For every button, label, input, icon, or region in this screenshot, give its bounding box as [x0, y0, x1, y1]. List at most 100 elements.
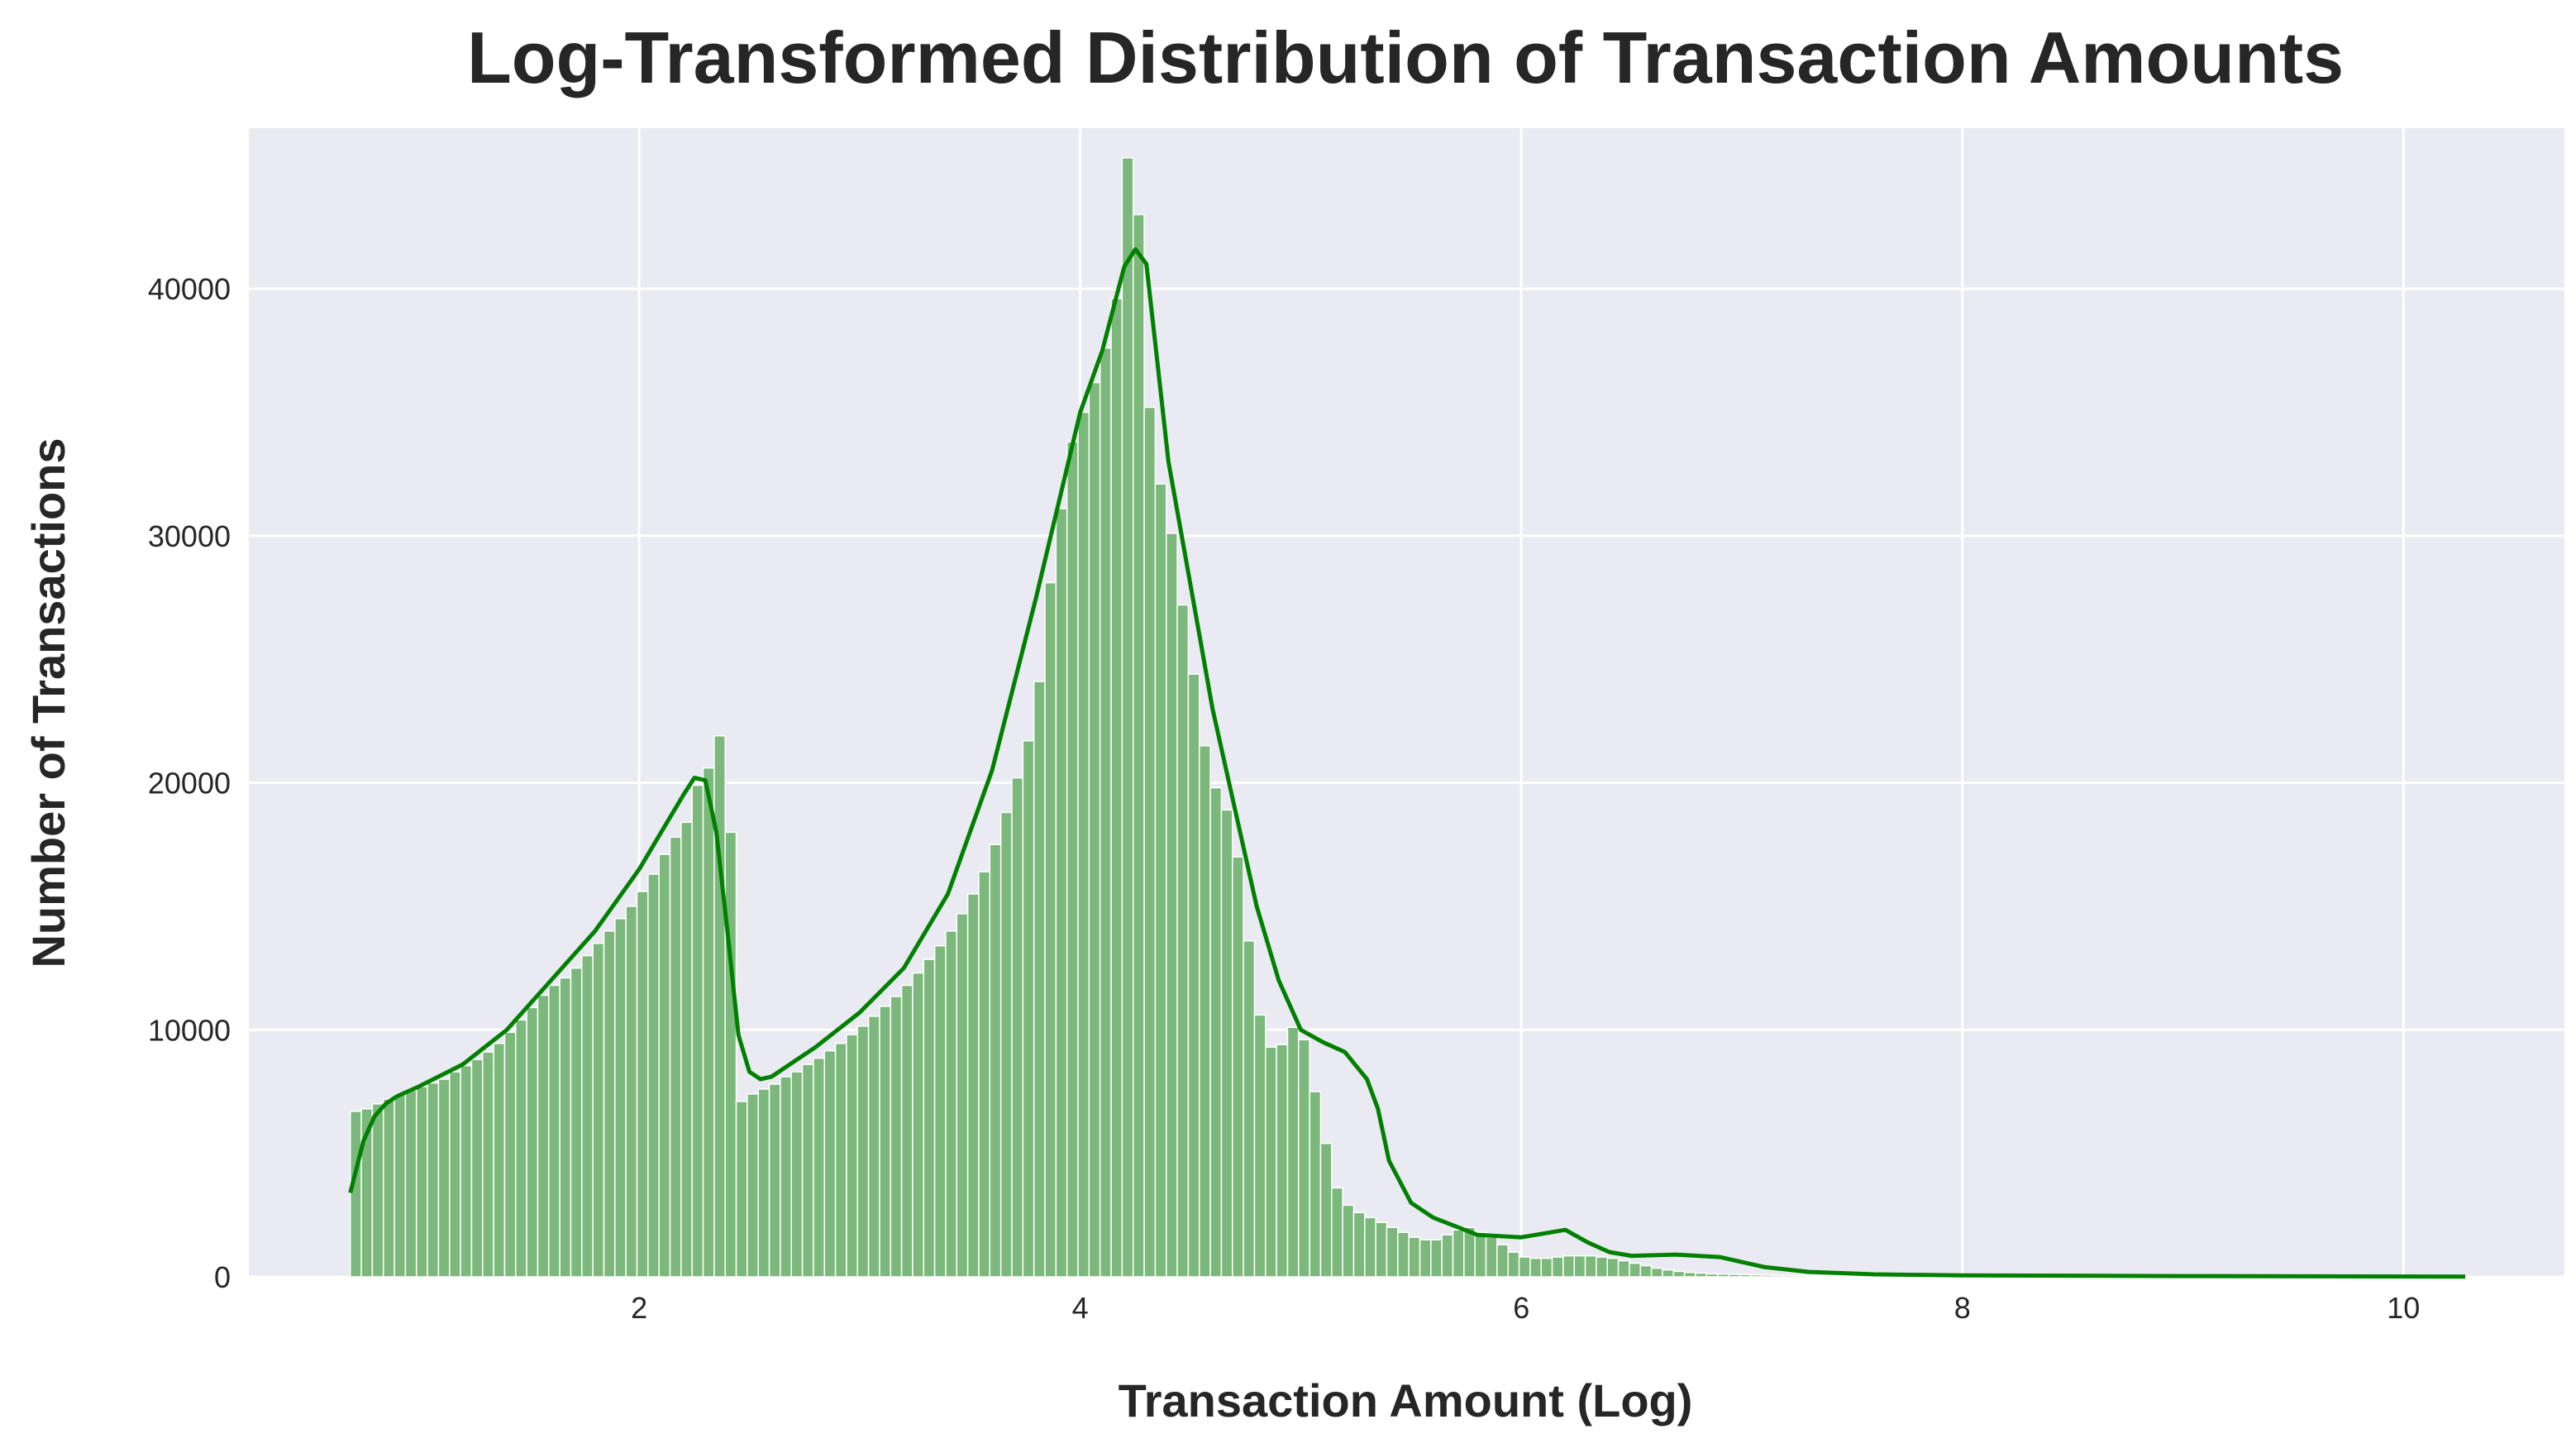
histogram-bar [526, 1006, 539, 1278]
histogram-bar [1739, 1274, 1752, 1278]
histogram-bar [470, 1059, 484, 1278]
histogram-bar [1606, 1257, 1620, 1278]
histogram-bar [493, 1042, 506, 1278]
histogram-bar [933, 944, 947, 1278]
histogram-bar [658, 853, 671, 1278]
histogram-bar [1562, 1254, 1575, 1278]
histogram-bar [1066, 441, 1079, 1278]
histogram-bar [349, 1111, 362, 1278]
histogram-bar [371, 1103, 384, 1278]
histogram-bar [1397, 1231, 1410, 1278]
y-tick-label: 40000 [148, 272, 231, 306]
histogram-bar [1198, 745, 1211, 1278]
histogram-bar [912, 972, 925, 1278]
x-tick-label: 10 [2387, 1291, 2420, 1325]
histogram-bar [603, 930, 616, 1278]
histogram-bar [1705, 1273, 1719, 1278]
histogram-bar [1716, 1273, 1729, 1278]
histogram-bar [1342, 1204, 1355, 1278]
histogram-bar [1121, 157, 1134, 1278]
histogram-bar [1805, 1274, 1818, 1278]
histogram-bar [1452, 1229, 1465, 1278]
histogram-bar [1176, 604, 1190, 1278]
histogram-bar [1695, 1272, 1708, 1278]
histogram-bar [625, 906, 638, 1278]
histogram-bar [1573, 1254, 1586, 1278]
histogram-bar [1650, 1267, 1663, 1278]
histogram-bar [724, 831, 737, 1278]
histogram-bar [846, 1034, 859, 1278]
y-tick-label: 0 [214, 1260, 231, 1294]
histogram-bar [1276, 1044, 1289, 1278]
histogram-bar [879, 1006, 892, 1278]
histogram-bar [503, 1031, 517, 1278]
histogram-bar [834, 1042, 847, 1278]
histogram-bar [1253, 1014, 1267, 1278]
histogram-bar [956, 913, 969, 1278]
histogram-bar [1364, 1216, 1376, 1278]
histogram-bar [1165, 533, 1178, 1278]
histogram-bar [1408, 1236, 1421, 1278]
histogram-bar [636, 891, 649, 1278]
histogram-bar [1782, 1274, 1796, 1278]
histogram-bar [1352, 1211, 1366, 1278]
histogram-bar [1849, 1275, 1862, 1278]
histogram-bar [449, 1071, 461, 1278]
histogram-bar [1319, 1142, 1333, 1278]
histogram-bar [570, 967, 583, 1278]
histogram-bar [1110, 298, 1123, 1278]
histogram-bar [1815, 1274, 1829, 1278]
histogram-bar [1232, 856, 1244, 1278]
histogram-bar [1827, 1275, 1840, 1278]
histogram-bar [1309, 1091, 1322, 1278]
histogram-bar [415, 1086, 428, 1278]
histogram-bar [757, 1088, 770, 1278]
histogram-bar [945, 930, 958, 1278]
x-tick-label: 8 [1954, 1291, 1971, 1325]
histogram-bar [1099, 347, 1112, 1278]
histogram-bar [1022, 740, 1035, 1278]
histogram-bar [780, 1076, 792, 1278]
histogram-bar [691, 784, 704, 1278]
y-tick-label: 30000 [148, 519, 231, 553]
histogram-bar [1617, 1259, 1630, 1278]
histogram-bar [1044, 581, 1057, 1278]
histogram-bar [966, 893, 980, 1278]
histogram-bar [1672, 1270, 1686, 1278]
histogram-bar [978, 871, 991, 1278]
histogram-bar [548, 984, 561, 1278]
histogram-bar [559, 977, 572, 1278]
histogram-bar [669, 836, 682, 1278]
histogram-bar [581, 954, 594, 1278]
chart-title: Log-Transformed Distribution of Transact… [467, 17, 2344, 98]
histogram-bar [735, 1101, 748, 1278]
histogram-bar [1265, 1046, 1277, 1278]
histogram-bar [614, 918, 627, 1278]
histogram-bar [747, 1093, 759, 1278]
histogram-bar [1749, 1274, 1763, 1278]
x-tick-label: 2 [631, 1291, 647, 1325]
histogram-bar [1419, 1239, 1432, 1278]
histogram-bar [900, 984, 914, 1278]
histogram-bar [1794, 1274, 1807, 1278]
histogram-bar [1386, 1226, 1399, 1278]
histogram-bar [1584, 1254, 1597, 1278]
histogram-bar [460, 1064, 473, 1278]
histogram-bar [1683, 1271, 1696, 1278]
histogram-bar [592, 942, 605, 1278]
histogram-bar [1055, 508, 1068, 1278]
histogram-bar [813, 1057, 825, 1278]
histogram-bar [1220, 809, 1233, 1278]
histogram-bar [394, 1093, 407, 1278]
histogram-bar [482, 1051, 494, 1278]
histogram-bars [349, 157, 2458, 1278]
histogram-bar [1430, 1239, 1443, 1278]
histogram-bar [999, 811, 1013, 1278]
histogram-bar [515, 1019, 527, 1278]
histogram-bar [867, 1016, 880, 1278]
histogram-bar [1838, 1275, 1851, 1278]
histogram-bar [382, 1098, 395, 1278]
histogram-bar [1761, 1274, 1774, 1278]
histogram-bar [702, 767, 715, 1278]
histogram-bar [647, 873, 660, 1278]
